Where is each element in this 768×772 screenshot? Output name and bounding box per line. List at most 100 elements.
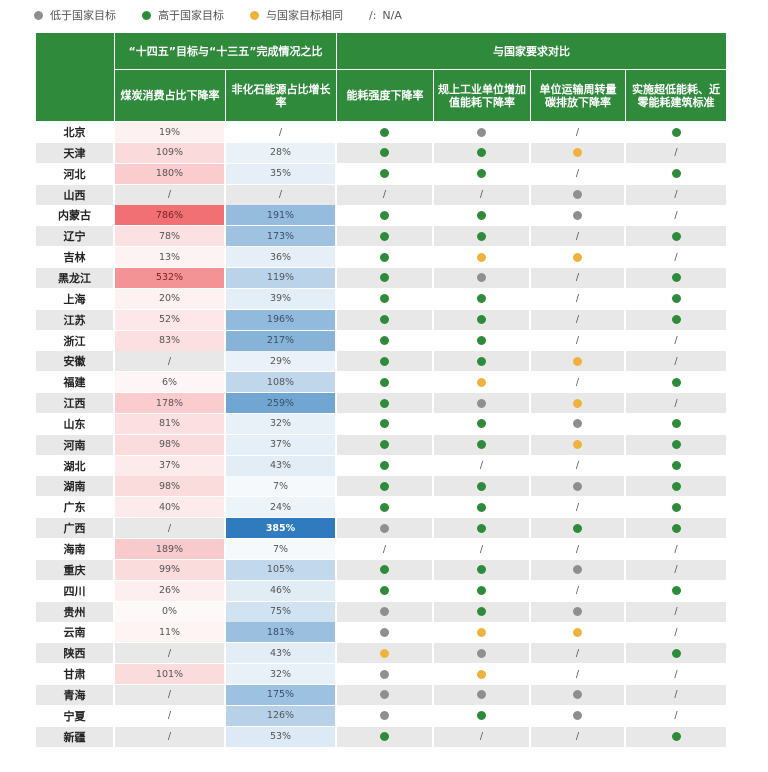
coal-decline-cell: 78% [115,226,224,247]
column-separator [113,184,115,205]
column-separator [335,434,337,455]
status-cell [434,372,529,392]
column-separator [224,351,226,372]
column-separator [432,622,434,643]
status-cell [337,393,432,413]
column-separator [624,559,626,580]
table-row: 重庆 99% 105% / [36,559,726,581]
status-cell [434,268,529,288]
coal-decline-cell: 532% [115,267,224,288]
column-separator [432,351,434,372]
status-dot-above-icon [671,273,681,283]
legend-label-below: 低于国家目标 [50,9,116,22]
status-dot-above-icon [380,231,389,241]
table-row: 山西 / / / / / [36,184,726,206]
column-separator [432,580,434,601]
table-row: 广东 40% 24% / [36,497,726,518]
coal-decline-cell: 81% [115,413,224,434]
column-separator [529,351,531,372]
column-separator [624,643,626,664]
nonfossil-growth-cell: 181% [226,622,335,643]
status-cell [531,560,624,580]
coal-decline-cell: 83% [115,330,224,351]
status-cell [434,164,529,184]
status-dot-same-icon [573,252,582,262]
column-separator [335,247,337,268]
column-separator [529,142,531,163]
status-cell [337,351,432,371]
column-separator [432,497,434,518]
na-slash: / [575,668,580,680]
nonfossil-growth-cell: 126% [226,705,335,726]
province-label: 四川 [63,584,86,598]
column-separator [113,226,115,247]
status-dot-above-icon [477,336,486,345]
column-separator [432,393,434,414]
status-cell [337,643,432,663]
legend-dot-gray-icon [34,10,43,20]
column-separator [224,226,226,247]
legend-item-above: 高于国家目标 [142,7,224,23]
status-cell [626,518,726,538]
nonfossil-growth-cell: 43% [226,643,335,664]
status-cell [337,289,432,309]
status-dot-above-icon [477,607,486,617]
table-row: 黑龙江 532% 119% / [36,267,726,289]
na-slash: / [674,251,678,263]
column-separator [624,476,626,497]
status-cell [531,476,624,496]
na-slash: / [575,585,580,597]
table-row: 甘肃 101% 32% / / [36,664,726,685]
coal-decline-cell: 180% [115,163,224,184]
na-slash: / [674,606,678,618]
status-cell [434,643,529,663]
column-separator [113,476,115,497]
status-dot-below-icon [477,127,486,137]
status-cell [337,205,432,225]
status-cell [531,435,624,455]
status-dot-below-icon [380,523,389,533]
status-dot-same-icon [477,252,486,262]
column-separator [335,622,337,643]
coal-decline-cell: 19% [115,122,224,142]
column-separator [529,622,531,643]
table-row: 河南 98% 37% [36,434,726,456]
column-separator [529,288,531,309]
column-separator [224,122,226,142]
legend-label-same: 与国家目标相同 [266,9,343,22]
legend-item-na: /: N/A [369,9,402,22]
status-cell [434,393,529,413]
status-dot-above-icon [671,315,681,325]
status-dot-above-icon [477,440,486,450]
table-row: 新疆/53% / / [36,726,726,748]
header-energy-intensity: 能耗强度下降率 [337,70,433,121]
column-separator [624,288,626,309]
column-separator [529,601,531,622]
legend-dot-yellow-icon [250,10,259,20]
status-cell [337,622,432,642]
province-label: 黑龙江 [58,271,91,285]
province-label: 重庆 [63,563,86,577]
column-separator [529,539,531,559]
status-cell [531,185,624,205]
column-separator [624,413,626,434]
na-slash: / [674,147,678,159]
province-label: 山东 [63,417,86,431]
status-cell [434,622,529,642]
column-separator [224,163,226,184]
column-separator [432,559,434,580]
column-separator [624,455,626,476]
province-label: 北京 [63,126,86,139]
status-cell [626,497,726,517]
status-cell [337,581,432,601]
column-separator [224,559,226,580]
status-cell [337,685,432,705]
column-separator [113,205,115,226]
status-dot-above-icon [380,336,389,345]
na-slash: / [575,335,580,346]
coal-decline-cell: 98% [115,434,224,455]
status-dot-above-icon [380,586,389,596]
legend-item-same: 与国家目标相同 [250,7,343,23]
status-cell [337,664,432,684]
column-separator [335,351,337,372]
